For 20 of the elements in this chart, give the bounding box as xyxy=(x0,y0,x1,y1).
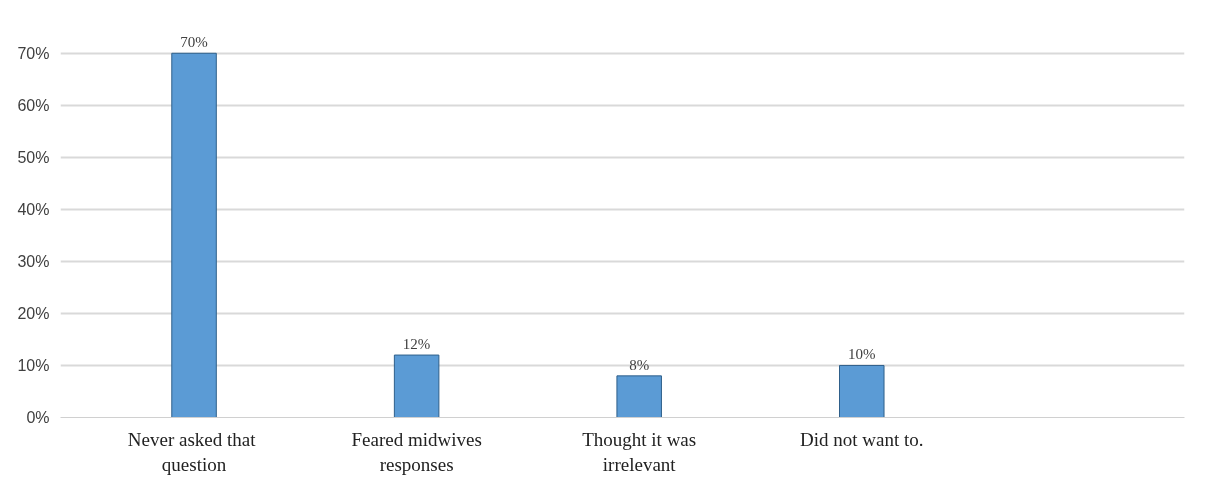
x-tick-label: Thought it was irrelevant xyxy=(582,428,697,475)
bar xyxy=(839,364,885,418)
data-label: 10% xyxy=(848,346,876,363)
y-tick-label: 20% xyxy=(17,304,50,322)
bar xyxy=(393,354,440,418)
y-tick-label: 40% xyxy=(17,200,50,218)
x-tick-label: Never asked that question xyxy=(127,428,257,475)
y-tick-label: 10% xyxy=(17,356,50,374)
x-tick-label: Feared midwives responses xyxy=(351,428,482,475)
y-tick-label: 70% xyxy=(17,44,50,62)
data-label: 8% xyxy=(629,356,650,373)
y-tick-label: 50% xyxy=(17,148,50,166)
y-tick-label: 30% xyxy=(17,252,50,270)
data-label: 70% xyxy=(180,34,208,51)
x-tick-label: Did not want to. xyxy=(800,428,924,450)
data-label: 12% xyxy=(402,336,431,353)
y-tick-label: 0% xyxy=(26,409,50,426)
bar xyxy=(616,375,662,418)
y-tick-label: 60% xyxy=(17,96,50,114)
bar xyxy=(171,52,217,418)
